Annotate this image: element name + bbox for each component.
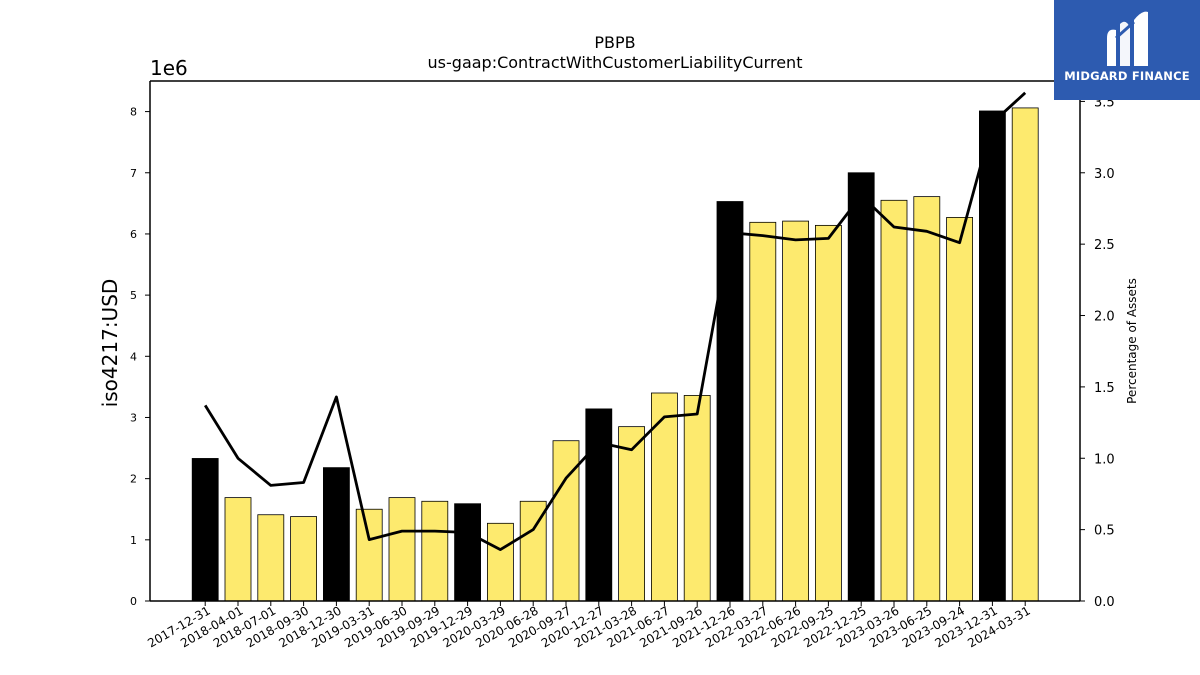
bar <box>486 522 514 602</box>
y2-tick-label: 1.5 <box>1094 381 1115 396</box>
y-tick-label: 4 <box>130 350 137 363</box>
y-tick-label: 6 <box>130 228 137 241</box>
bar <box>1011 107 1039 602</box>
bar <box>782 220 809 602</box>
y2-tick-label: 2.5 <box>1094 238 1115 253</box>
bar <box>651 392 678 602</box>
x-axis-ticks: 2017-12-312018-04-012018-07-012018-09-30… <box>145 601 1033 650</box>
bar <box>815 224 842 602</box>
y-axis-label: iso4217:USD <box>98 279 122 408</box>
y2-tick-label: 1.0 <box>1094 452 1115 467</box>
bar <box>224 497 252 602</box>
bar <box>257 514 285 602</box>
percentage-line <box>204 91 1027 551</box>
y-tick-label: 3 <box>130 411 137 424</box>
y2-tick-label: 2.0 <box>1094 310 1115 325</box>
y-tick-label: 2 <box>130 473 137 486</box>
y2-axis-label: Percentage of Assets <box>1125 278 1139 404</box>
bar <box>880 199 908 602</box>
axes <box>149 80 1081 602</box>
bar <box>946 217 973 602</box>
bar <box>979 110 1006 602</box>
bar <box>618 426 645 602</box>
y2-axis-ticks: 0.00.51.01.52.02.53.03.5 <box>1080 95 1115 610</box>
y-axis-ticks: 0 1 2 3 4 5 6 7 8 <box>130 106 150 608</box>
bar-series <box>191 107 1039 602</box>
bar <box>749 221 777 602</box>
y-tick-label: 1 <box>130 534 137 547</box>
bar <box>322 467 350 602</box>
y-tick-label: 7 <box>130 167 137 180</box>
y-tick-label: 5 <box>130 289 137 302</box>
bar <box>421 500 449 602</box>
midgard-finance-logo: MIDGARD FINANCE <box>1054 0 1200 100</box>
chart-title: PBPB <box>594 33 635 52</box>
bar <box>716 201 744 602</box>
y-tick-label: 8 <box>130 106 137 119</box>
bar <box>585 408 613 602</box>
bar <box>913 196 941 602</box>
bar <box>191 458 219 602</box>
bar <box>454 503 482 602</box>
y2-tick-label: 0.5 <box>1094 524 1115 539</box>
bar <box>355 508 383 602</box>
y2-tick-label: 0.0 <box>1094 595 1115 610</box>
bar <box>552 440 580 602</box>
chart-subtitle: us-gaap:ContractWithCustomerLiabilityCur… <box>428 53 803 72</box>
bar <box>290 516 318 602</box>
logo-text: MIDGARD FINANCE <box>1064 69 1190 83</box>
y-multiplier-label: 1e6 <box>150 56 188 80</box>
bar <box>388 497 416 602</box>
bar <box>683 395 711 602</box>
bar <box>847 172 875 602</box>
y2-tick-label: 3.0 <box>1094 167 1115 182</box>
midgard-m-logo-icon <box>1107 11 1148 66</box>
percentage-line-series <box>204 91 1027 551</box>
y-tick-label: 0 <box>130 595 137 608</box>
